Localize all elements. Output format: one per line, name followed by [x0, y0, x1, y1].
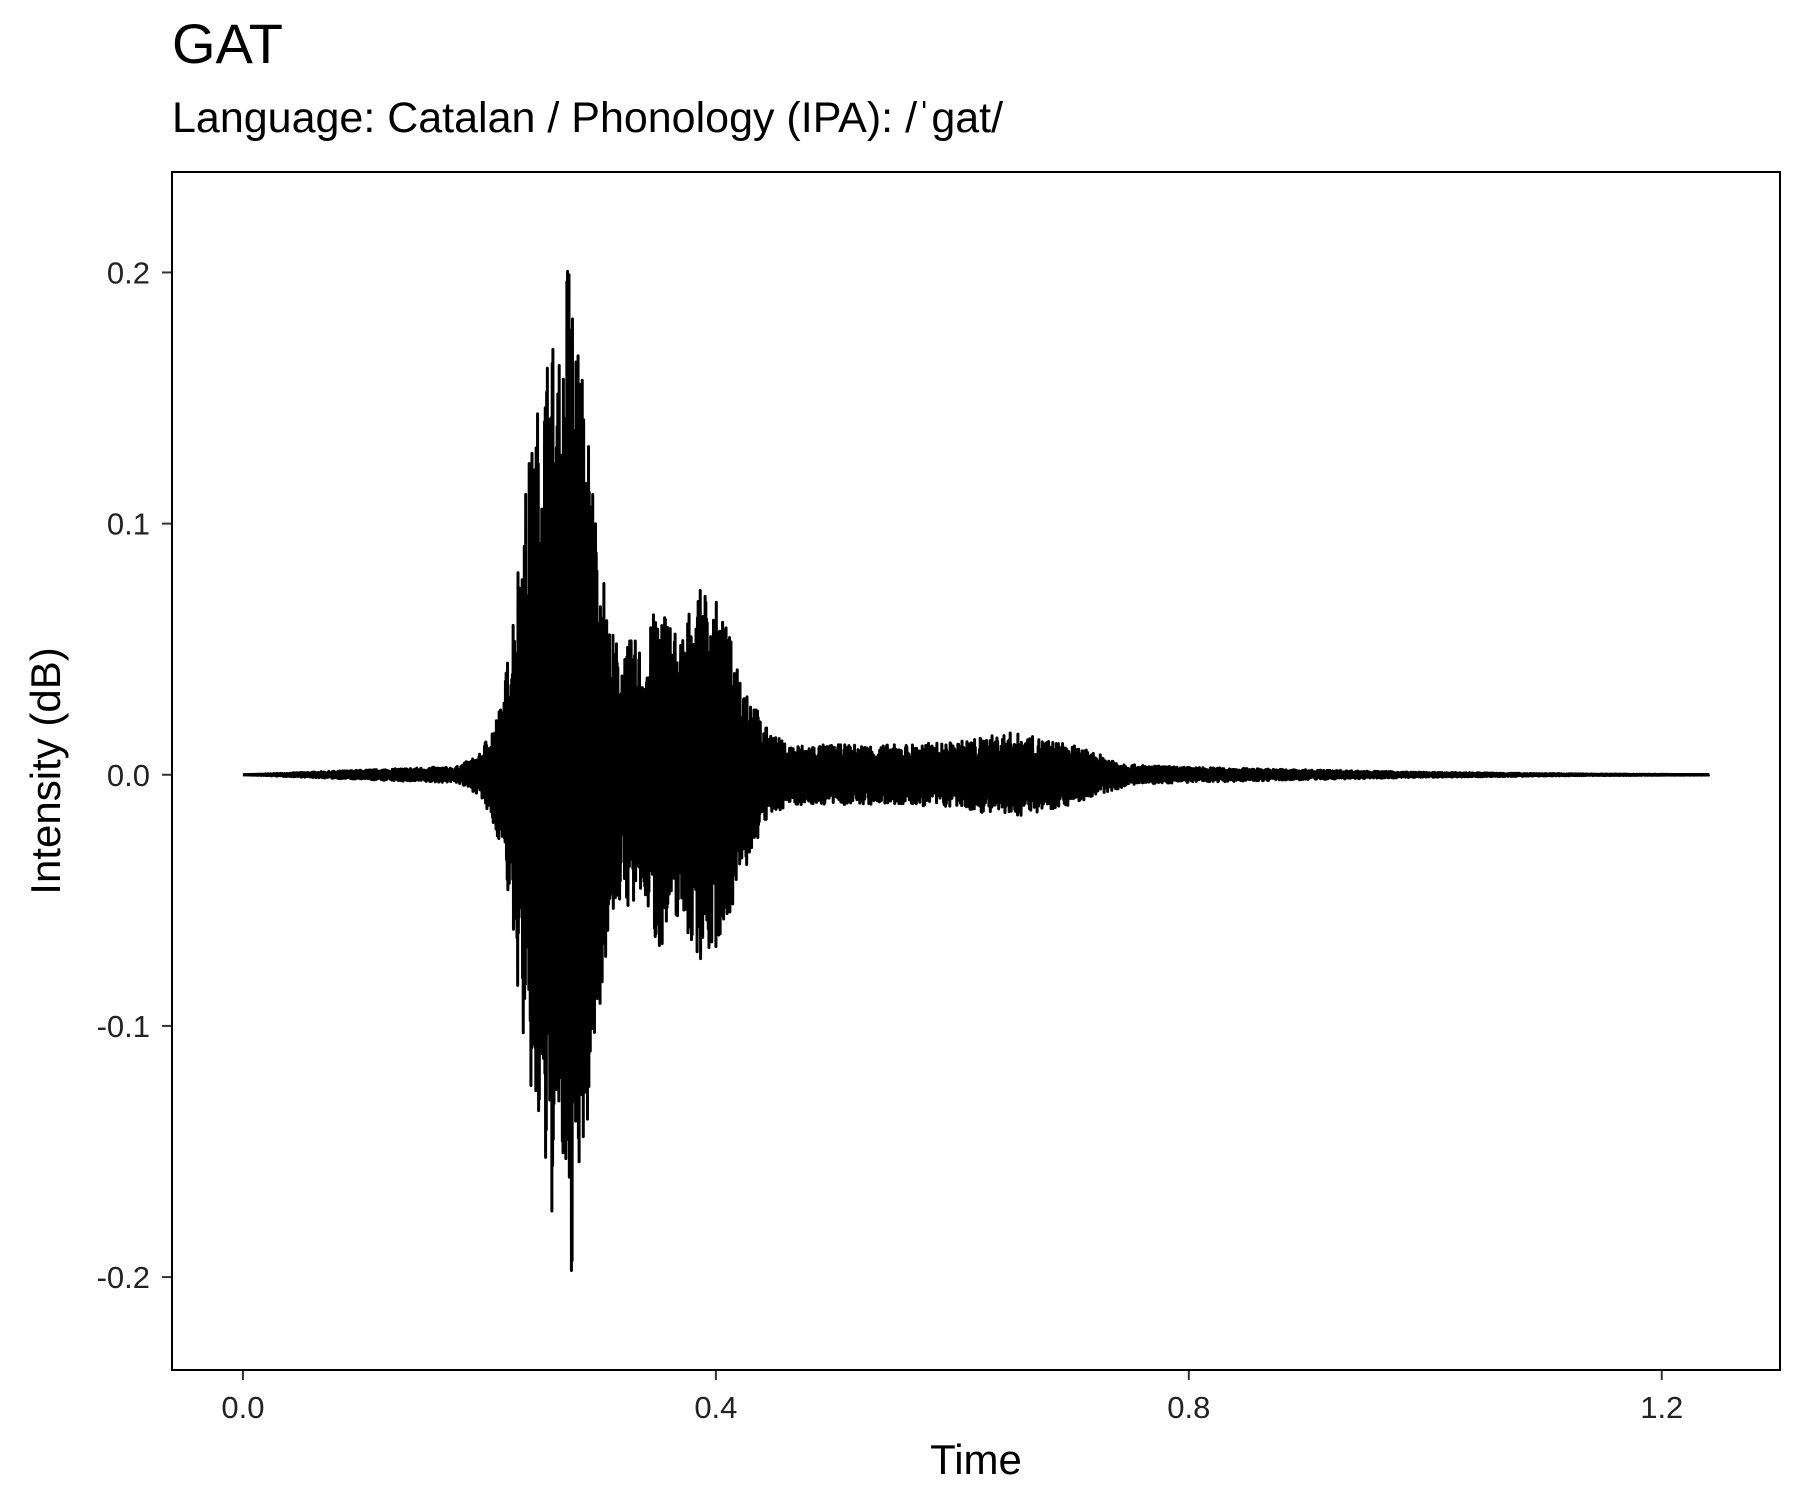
y-axis-title: Intensity (dB) — [22, 647, 69, 894]
y-tick-label: -0.1 — [97, 1009, 150, 1044]
plot-panel-border — [171, 171, 1781, 1371]
y-tick-label: 0.1 — [107, 507, 150, 542]
x-tick-label: 0.4 — [694, 1390, 737, 1425]
waveform-series — [241, 269, 1711, 1273]
chart-subtitle: Language: Catalan / Phonology (IPA): /ˈg… — [172, 94, 1004, 142]
chart-title: GAT — [172, 12, 283, 75]
x-axis-title: Time — [930, 1436, 1022, 1483]
y-tick-label: 0.0 — [107, 758, 150, 793]
y-tick-label: 0.2 — [107, 255, 150, 290]
x-tick-label: 0.0 — [221, 1390, 264, 1425]
x-tick-label: 0.8 — [1167, 1390, 1210, 1425]
y-tick-label: -0.2 — [97, 1260, 150, 1295]
waveform-line — [241, 269, 1711, 1273]
axis-ticks: 0.0 0.4 0.8 1.2 0.2 0.1 0.0 -0.1 -0.2 — [97, 255, 1684, 1425]
x-tick-label: 1.2 — [1640, 1390, 1683, 1425]
